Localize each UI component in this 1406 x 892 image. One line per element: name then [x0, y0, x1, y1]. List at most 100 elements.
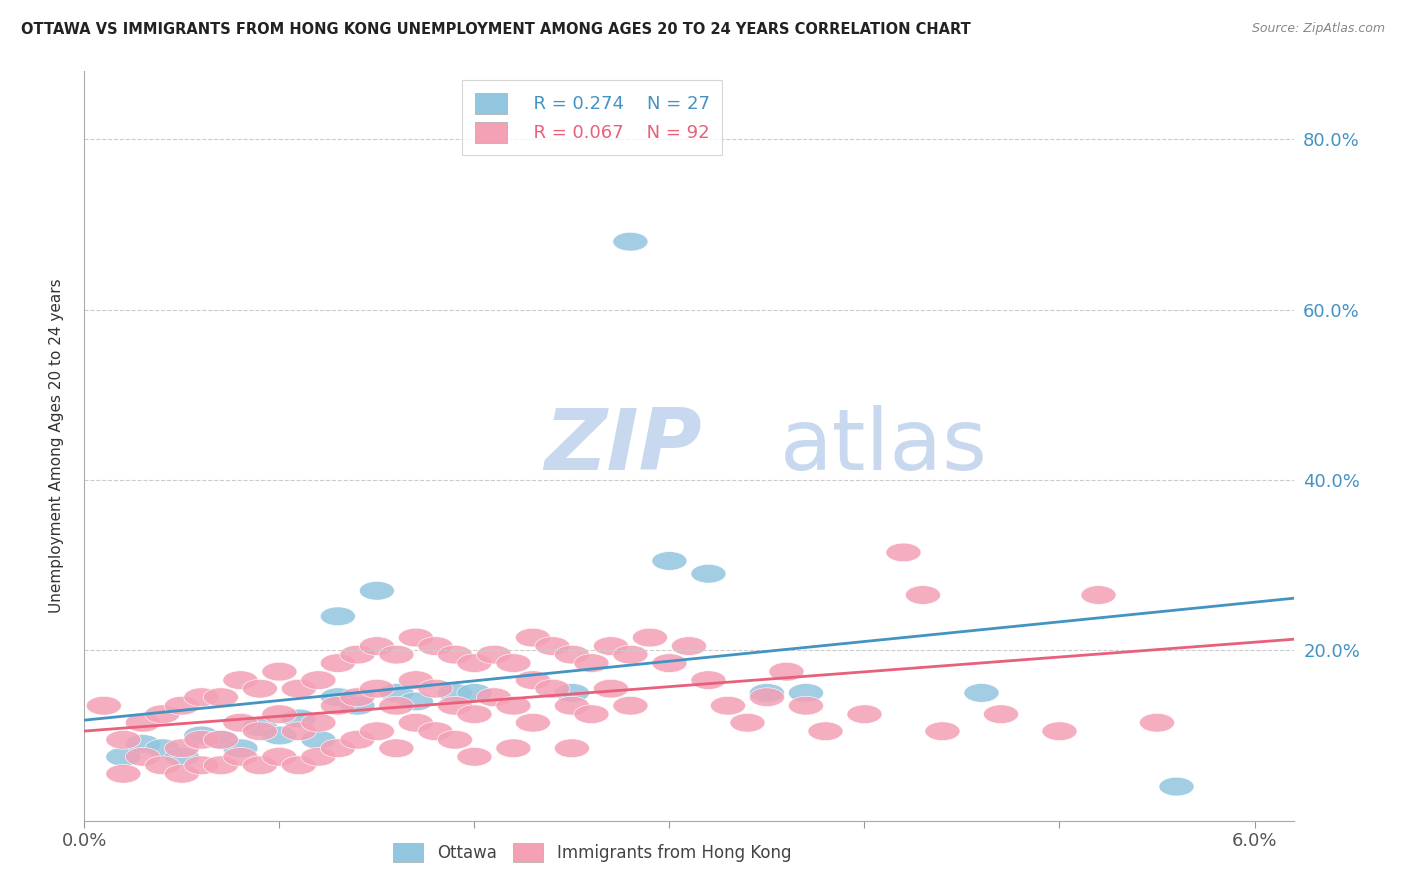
- Ellipse shape: [125, 714, 160, 732]
- Ellipse shape: [321, 654, 356, 673]
- Ellipse shape: [437, 683, 472, 702]
- Ellipse shape: [340, 731, 375, 749]
- Ellipse shape: [418, 722, 453, 740]
- Ellipse shape: [125, 735, 160, 754]
- Ellipse shape: [86, 697, 121, 715]
- Ellipse shape: [398, 671, 433, 690]
- Ellipse shape: [145, 705, 180, 723]
- Ellipse shape: [242, 717, 277, 737]
- Ellipse shape: [477, 688, 512, 706]
- Ellipse shape: [281, 722, 316, 740]
- Ellipse shape: [378, 697, 413, 715]
- Ellipse shape: [496, 739, 531, 757]
- Ellipse shape: [204, 731, 239, 749]
- Ellipse shape: [710, 697, 745, 715]
- Ellipse shape: [321, 607, 356, 625]
- Ellipse shape: [633, 628, 668, 647]
- Text: atlas: atlas: [780, 404, 987, 488]
- Ellipse shape: [301, 671, 336, 690]
- Ellipse shape: [418, 680, 453, 698]
- Ellipse shape: [613, 232, 648, 251]
- Ellipse shape: [145, 756, 180, 774]
- Ellipse shape: [165, 697, 200, 715]
- Ellipse shape: [1042, 722, 1077, 740]
- Legend: Ottawa, Immigrants from Hong Kong: Ottawa, Immigrants from Hong Kong: [387, 836, 797, 869]
- Ellipse shape: [105, 747, 141, 766]
- Y-axis label: Unemployment Among Ages 20 to 24 years: Unemployment Among Ages 20 to 24 years: [49, 278, 63, 614]
- Ellipse shape: [398, 692, 433, 711]
- Ellipse shape: [281, 756, 316, 774]
- Ellipse shape: [554, 697, 589, 715]
- Ellipse shape: [398, 714, 433, 732]
- Ellipse shape: [165, 747, 200, 766]
- Ellipse shape: [496, 697, 531, 715]
- Ellipse shape: [554, 683, 589, 702]
- Ellipse shape: [554, 739, 589, 757]
- Ellipse shape: [730, 714, 765, 732]
- Text: ZIP: ZIP: [544, 404, 702, 488]
- Ellipse shape: [1081, 586, 1116, 605]
- Ellipse shape: [222, 671, 257, 690]
- Ellipse shape: [652, 551, 688, 570]
- Ellipse shape: [360, 722, 395, 740]
- Ellipse shape: [437, 697, 472, 715]
- Ellipse shape: [554, 645, 589, 664]
- Ellipse shape: [516, 671, 551, 690]
- Ellipse shape: [165, 764, 200, 783]
- Ellipse shape: [222, 714, 257, 732]
- Ellipse shape: [262, 726, 297, 745]
- Ellipse shape: [340, 697, 375, 715]
- Ellipse shape: [516, 714, 551, 732]
- Ellipse shape: [418, 637, 453, 656]
- Ellipse shape: [965, 683, 1000, 702]
- Ellipse shape: [321, 688, 356, 706]
- Ellipse shape: [301, 747, 336, 766]
- Ellipse shape: [925, 722, 960, 740]
- Ellipse shape: [281, 709, 316, 728]
- Ellipse shape: [534, 680, 569, 698]
- Ellipse shape: [886, 543, 921, 562]
- Ellipse shape: [905, 586, 941, 605]
- Ellipse shape: [789, 697, 824, 715]
- Ellipse shape: [496, 654, 531, 673]
- Ellipse shape: [360, 680, 395, 698]
- Ellipse shape: [222, 747, 257, 766]
- Ellipse shape: [321, 697, 356, 715]
- Ellipse shape: [378, 645, 413, 664]
- Ellipse shape: [204, 688, 239, 706]
- Ellipse shape: [242, 680, 277, 698]
- Ellipse shape: [690, 565, 725, 583]
- Ellipse shape: [281, 680, 316, 698]
- Ellipse shape: [360, 637, 395, 656]
- Ellipse shape: [534, 637, 569, 656]
- Ellipse shape: [749, 688, 785, 706]
- Ellipse shape: [457, 654, 492, 673]
- Ellipse shape: [242, 722, 277, 740]
- Ellipse shape: [749, 683, 785, 702]
- Ellipse shape: [983, 705, 1018, 723]
- Ellipse shape: [184, 731, 219, 749]
- Ellipse shape: [437, 731, 472, 749]
- Ellipse shape: [574, 705, 609, 723]
- Ellipse shape: [457, 705, 492, 723]
- Ellipse shape: [340, 645, 375, 664]
- Ellipse shape: [321, 739, 356, 757]
- Ellipse shape: [145, 739, 180, 757]
- Ellipse shape: [204, 756, 239, 774]
- Ellipse shape: [340, 688, 375, 706]
- Ellipse shape: [593, 637, 628, 656]
- Ellipse shape: [105, 764, 141, 783]
- Ellipse shape: [457, 683, 492, 702]
- Ellipse shape: [437, 645, 472, 664]
- Ellipse shape: [378, 739, 413, 757]
- Ellipse shape: [301, 731, 336, 749]
- Ellipse shape: [477, 645, 512, 664]
- Ellipse shape: [301, 714, 336, 732]
- Text: Source: ZipAtlas.com: Source: ZipAtlas.com: [1251, 22, 1385, 36]
- Ellipse shape: [690, 671, 725, 690]
- Text: OTTAWA VS IMMIGRANTS FROM HONG KONG UNEMPLOYMENT AMONG AGES 20 TO 24 YEARS CORRE: OTTAWA VS IMMIGRANTS FROM HONG KONG UNEM…: [21, 22, 970, 37]
- Ellipse shape: [808, 722, 844, 740]
- Ellipse shape: [516, 628, 551, 647]
- Ellipse shape: [789, 683, 824, 702]
- Ellipse shape: [222, 739, 257, 757]
